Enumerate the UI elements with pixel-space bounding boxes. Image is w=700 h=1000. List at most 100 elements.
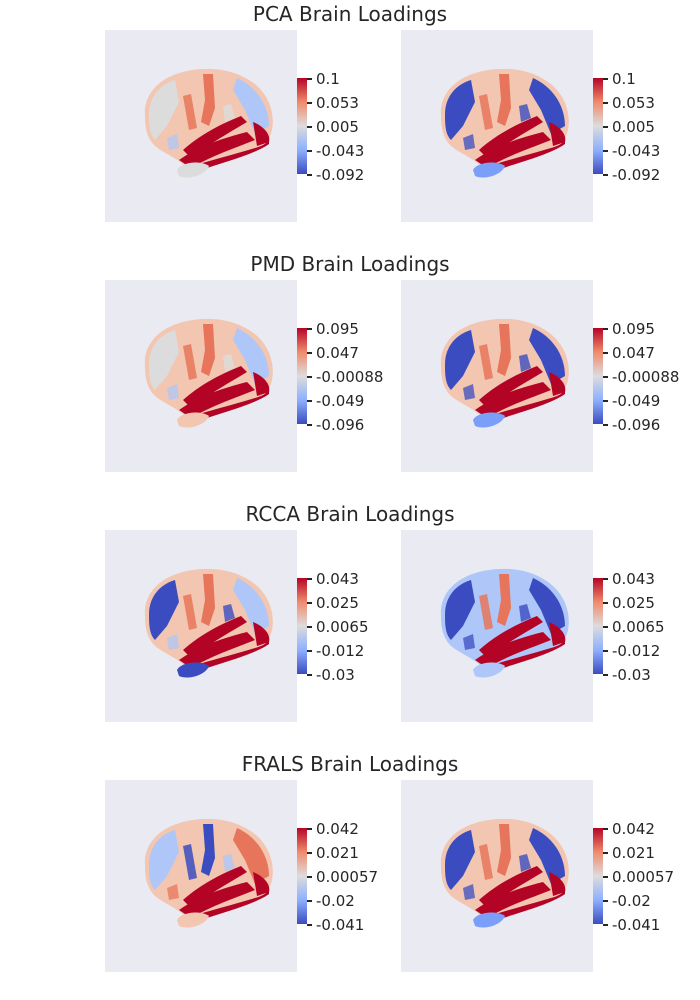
tick-mark <box>307 924 312 926</box>
colorbar <box>593 328 603 424</box>
tick-mark <box>603 578 608 580</box>
tick-label: 0.00057 <box>612 868 675 886</box>
tick-mark <box>603 424 608 426</box>
frontal-region <box>445 580 475 640</box>
insula-spot <box>223 604 235 622</box>
tick-mark <box>307 126 312 128</box>
tick-mark <box>603 674 608 676</box>
section-pca: PCA Brain Loadings 0.1 0.053 0.005 -0.043 -0… <box>0 0 700 250</box>
tick-mark <box>603 352 608 354</box>
tick-mark <box>307 674 312 676</box>
tick-mark <box>603 828 608 830</box>
tick-label: 0.042 <box>612 820 655 838</box>
tick-mark <box>307 900 312 902</box>
colorbar <box>297 578 307 674</box>
tick-mark <box>307 852 312 854</box>
insula-spot <box>519 104 531 122</box>
tick-label: -0.096 <box>612 416 661 434</box>
tick-label: 0.021 <box>612 844 655 862</box>
motor-strip <box>183 594 197 630</box>
temporal-lobe <box>179 882 255 918</box>
motor-strip <box>183 344 197 380</box>
tick-mark <box>603 900 608 902</box>
insula-spot <box>519 854 531 872</box>
temporal-pole <box>473 662 505 678</box>
lateral-spot <box>463 384 475 400</box>
brain-surface-render <box>144 568 273 678</box>
tick-mark <box>603 102 608 104</box>
tick-mark <box>307 78 312 80</box>
brain-panel-right <box>401 30 593 222</box>
lateral-spot <box>167 884 179 900</box>
temporal-pole <box>177 912 209 928</box>
colorbar <box>593 578 603 674</box>
tick-label: 0.005 <box>316 118 359 136</box>
tick-label: -0.00088 <box>612 368 680 386</box>
central-patch <box>497 574 511 626</box>
tick-label: 0.053 <box>316 94 359 112</box>
tick-mark <box>603 376 608 378</box>
frontal-region <box>445 830 475 890</box>
lateral-spot <box>167 134 179 150</box>
section-rcca: RCCA Brain Loadings 0.043 0.025 0.0065 -0.0… <box>0 500 700 750</box>
occipital-cap <box>549 122 566 146</box>
insula-spot <box>519 354 531 372</box>
colorbar <box>593 828 603 924</box>
sylvian-band <box>479 116 543 158</box>
tick-label: 0.0065 <box>612 618 665 636</box>
tick-label: -0.049 <box>612 392 661 410</box>
sylvian-band <box>183 616 247 658</box>
brain-surface-render <box>440 568 569 678</box>
tick-label: 0.1 <box>612 70 636 88</box>
brain-surface-render <box>144 318 273 428</box>
tick-label: -0.092 <box>316 166 365 184</box>
tick-label: -0.049 <box>316 392 365 410</box>
parietal-region <box>529 828 565 884</box>
parietal-region <box>529 578 565 634</box>
brain-panel-left <box>105 30 297 222</box>
occipital-cap <box>549 872 566 896</box>
brain-surface-render <box>440 318 569 428</box>
sylvian-band <box>479 366 543 408</box>
motor-strip <box>479 94 493 130</box>
tick-mark <box>307 174 312 176</box>
tick-label: -0.03 <box>612 666 651 684</box>
tick-label: 0.005 <box>612 118 655 136</box>
brain-panel-left <box>105 780 297 972</box>
section-pmd: PMD Brain Loadings 0.095 0.047 -0.00088 -0.… <box>0 250 700 500</box>
lateral-spot <box>167 634 179 650</box>
tick-mark <box>307 150 312 152</box>
brain-panel-right <box>401 780 593 972</box>
insula-spot <box>223 854 235 872</box>
motor-strip <box>479 344 493 380</box>
insula-spot <box>223 104 235 122</box>
section-title: PCA Brain Loadings <box>252 2 448 26</box>
colorbar <box>297 828 307 924</box>
central-patch <box>497 74 511 126</box>
motor-strip <box>183 94 197 130</box>
tick-mark <box>603 150 608 152</box>
central-patch <box>497 824 511 876</box>
tick-label: 0.042 <box>316 820 359 838</box>
tick-label: 0.025 <box>612 594 655 612</box>
temporal-pole <box>177 162 209 178</box>
sylvian-band <box>479 616 543 658</box>
tick-label: 0.1 <box>316 70 340 88</box>
tick-label: -0.043 <box>316 142 365 160</box>
tick-mark <box>603 650 608 652</box>
section-title: FRALS Brain Loadings <box>241 752 459 776</box>
insula-spot <box>519 604 531 622</box>
colorbar <box>297 78 307 174</box>
lateral-spot <box>463 634 475 650</box>
tick-mark <box>307 328 312 330</box>
parietal-region <box>233 578 269 634</box>
tick-mark <box>307 400 312 402</box>
lateral-spot <box>463 134 475 150</box>
sylvian-band <box>183 366 247 408</box>
tick-label: 0.053 <box>612 94 655 112</box>
sylvian-band <box>479 866 543 908</box>
motor-strip <box>479 844 493 880</box>
brain-panel-right <box>401 530 593 722</box>
brain-panel-left <box>105 530 297 722</box>
lateral-spot <box>167 384 179 400</box>
